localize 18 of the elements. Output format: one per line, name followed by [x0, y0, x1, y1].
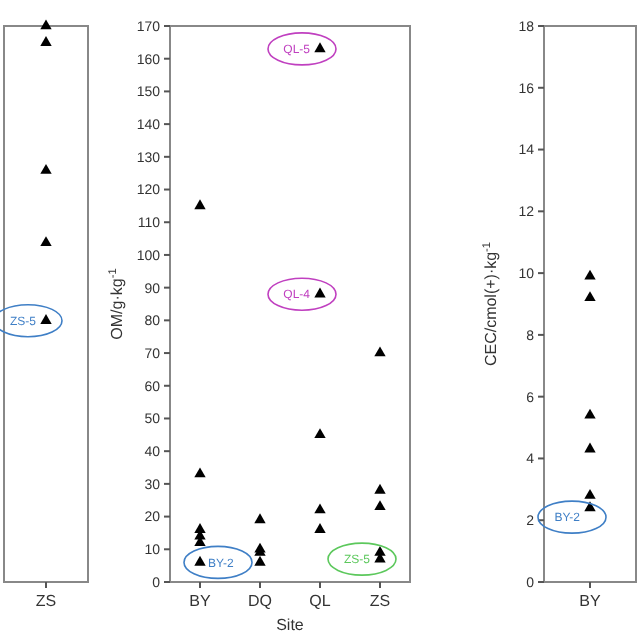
point	[40, 163, 52, 174]
x-tick-label: DQ	[248, 592, 272, 610]
point	[584, 488, 596, 499]
x-tick-label: ZS	[35, 592, 57, 610]
point	[584, 408, 596, 419]
point	[40, 19, 52, 30]
point	[584, 501, 596, 512]
point	[584, 291, 596, 302]
point	[584, 442, 596, 453]
point	[584, 269, 596, 280]
x-tick-label: QL	[309, 592, 332, 610]
x-tick-label: ZS	[369, 592, 391, 610]
x-tick-label: BY	[579, 592, 602, 610]
point	[40, 314, 52, 324]
x-axis-title: Site	[276, 616, 305, 634]
point	[40, 36, 52, 46]
point	[40, 236, 52, 247]
x-tick-label: BY	[189, 592, 212, 610]
